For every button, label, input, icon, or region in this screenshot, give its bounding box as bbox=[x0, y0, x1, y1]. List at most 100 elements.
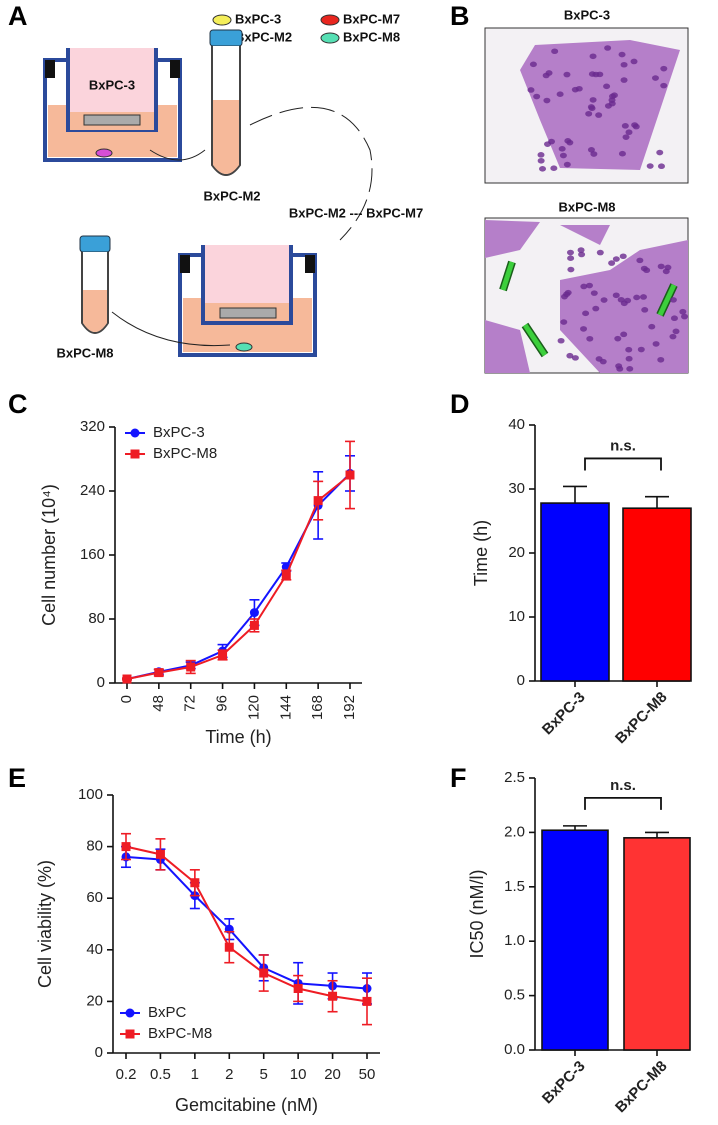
y-axis-title: Time (h) bbox=[471, 520, 491, 586]
error-bar bbox=[645, 831, 669, 838]
cell bbox=[621, 123, 629, 129]
x-tick-label: BxPC-M8 bbox=[612, 1058, 671, 1117]
cell bbox=[669, 297, 677, 303]
marker bbox=[218, 650, 228, 660]
y-tick-label: 1.0 bbox=[504, 932, 525, 949]
x-tick-label: 1 bbox=[191, 1066, 199, 1083]
y-tick-label: 240 bbox=[80, 482, 105, 499]
series-line bbox=[125, 845, 368, 1003]
panel-label: E bbox=[8, 763, 26, 793]
cell bbox=[543, 97, 551, 104]
chamber-label: BxPC-3 bbox=[89, 77, 135, 92]
x-tick-label: 120 bbox=[245, 695, 262, 720]
cell bbox=[608, 100, 616, 107]
y-tick-label: 20 bbox=[86, 992, 103, 1009]
cell bbox=[564, 138, 572, 144]
cell bbox=[620, 331, 628, 338]
marker bbox=[224, 942, 234, 952]
y-tick-label: 0 bbox=[517, 672, 525, 689]
cell bbox=[620, 61, 628, 68]
cell bbox=[537, 152, 545, 158]
cell bbox=[558, 146, 566, 152]
cell bbox=[626, 365, 634, 372]
cell bbox=[586, 335, 594, 342]
y-tick-label: 60 bbox=[86, 889, 103, 906]
marker bbox=[155, 849, 165, 859]
cell bbox=[550, 165, 558, 172]
panel-label: D bbox=[450, 389, 470, 419]
marker bbox=[362, 996, 372, 1006]
series-line bbox=[126, 474, 351, 680]
cell bbox=[539, 166, 547, 172]
cell bbox=[603, 83, 611, 90]
x-tick-label: 192 bbox=[341, 695, 358, 720]
x-tick-label: 168 bbox=[309, 695, 326, 720]
cell bbox=[557, 337, 565, 344]
cell bbox=[566, 352, 574, 359]
x-axis-title: Time (h) bbox=[205, 727, 271, 747]
cell bbox=[533, 93, 541, 100]
cell bbox=[656, 149, 664, 156]
cell bbox=[625, 346, 633, 353]
cell bbox=[595, 356, 603, 362]
cell bbox=[589, 53, 597, 60]
x-tick-label: 0.5 bbox=[150, 1066, 171, 1083]
cell bbox=[587, 147, 595, 153]
cell bbox=[585, 282, 593, 289]
legend-label: BxPC-3 bbox=[235, 11, 281, 26]
legend-marker bbox=[130, 449, 140, 459]
x-tick-label: 72 bbox=[182, 695, 199, 712]
x-tick-label: 0.2 bbox=[116, 1066, 137, 1083]
cell bbox=[592, 71, 600, 78]
bar bbox=[622, 507, 692, 682]
annotation: n.s. bbox=[610, 437, 636, 454]
cell bbox=[571, 355, 579, 361]
cell bbox=[551, 48, 559, 55]
cell bbox=[600, 297, 608, 303]
cell bbox=[633, 294, 641, 301]
cell bbox=[657, 263, 665, 270]
cell bbox=[614, 335, 622, 342]
panel-label: C bbox=[8, 389, 28, 419]
legend-marker bbox=[125, 1029, 135, 1039]
cell bbox=[662, 268, 670, 275]
x-tick-label: BxPC-M8 bbox=[612, 689, 671, 748]
y-tick-label: 40 bbox=[86, 941, 103, 958]
cell bbox=[622, 134, 630, 140]
y-tick-label: 0.0 bbox=[504, 1041, 525, 1058]
tube-label: BxPC-M8 bbox=[56, 345, 113, 360]
cell bbox=[537, 157, 545, 164]
marker bbox=[345, 470, 355, 480]
x-tick-label: 50 bbox=[359, 1066, 376, 1083]
cell bbox=[545, 70, 553, 76]
marker bbox=[249, 620, 259, 630]
cell bbox=[560, 319, 568, 325]
cell bbox=[571, 86, 579, 93]
panel-label: B bbox=[450, 1, 470, 31]
cell bbox=[556, 91, 564, 97]
cell bbox=[585, 110, 593, 117]
x-axis-title: Gemcitabine (nM) bbox=[175, 1095, 318, 1115]
cell bbox=[587, 104, 595, 110]
significance-bracket bbox=[584, 457, 662, 471]
cell bbox=[651, 75, 659, 81]
error-bar bbox=[645, 495, 669, 509]
y-tick-label: 10 bbox=[508, 608, 525, 625]
cell bbox=[646, 163, 654, 169]
cell bbox=[643, 267, 651, 274]
legend-label: BxPC-M2 bbox=[235, 29, 292, 44]
x-tick-label: 5 bbox=[260, 1066, 268, 1083]
x-tick-label: 20 bbox=[324, 1066, 341, 1083]
x-tick-label: 48 bbox=[150, 695, 167, 712]
error-bar bbox=[563, 485, 587, 504]
cell bbox=[618, 150, 626, 157]
marker bbox=[259, 968, 269, 978]
y-tick-label: 0 bbox=[97, 674, 105, 691]
cell bbox=[563, 71, 571, 78]
marker bbox=[190, 878, 200, 888]
y-tick-label: 1.5 bbox=[504, 878, 525, 895]
tube-label: BxPC-M2 bbox=[203, 188, 260, 203]
x-tick-label: 0 bbox=[118, 695, 135, 703]
marker bbox=[328, 991, 338, 1001]
cell bbox=[604, 45, 612, 51]
